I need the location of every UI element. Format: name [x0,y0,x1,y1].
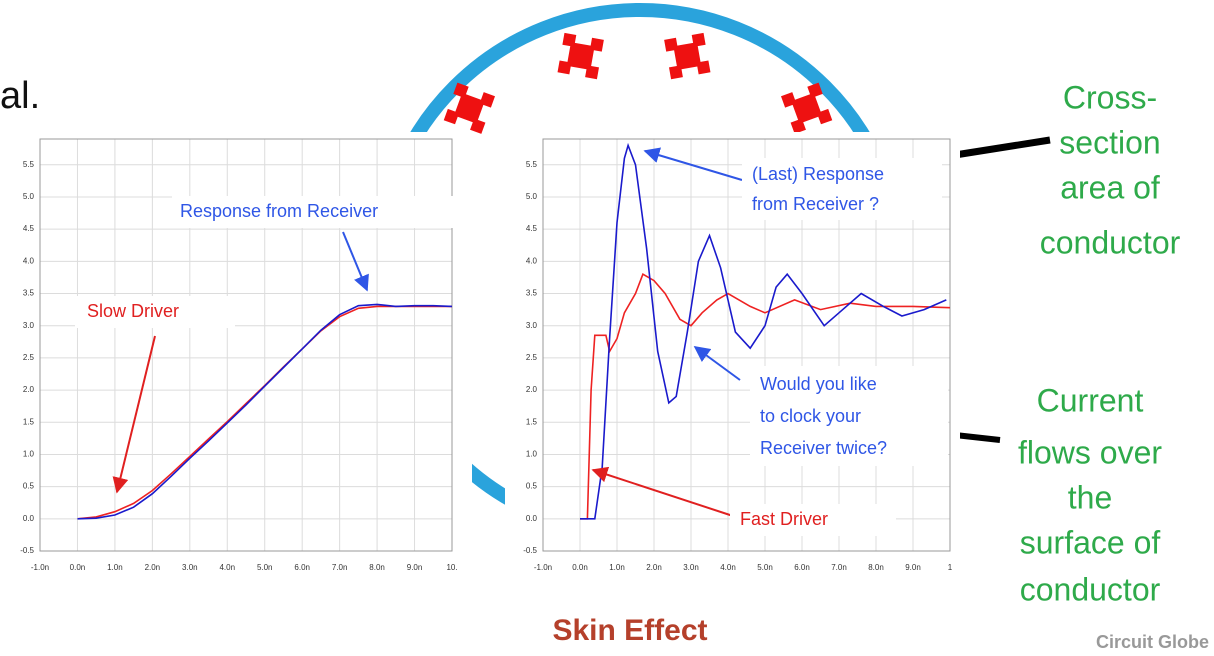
y-tick-label: 0.5 [23,482,35,491]
y-tick-label: 1.5 [526,417,538,426]
x-tick-label: 7.0n [332,563,348,572]
x-tick-label: 10. [446,563,457,572]
y-tick-label: 3.5 [23,289,35,298]
x-tick-label: 5.0n [257,563,273,572]
x-tick-label: 9.0n [407,563,423,572]
x-tick-label: 8.0n [868,563,884,572]
diagram-label: surface of [1020,524,1161,560]
page: al. -1.0n 0.0n 1.0n 2.0n 3.0n 4.0n 5.0n 6.0n 7.0… [0,0,1214,656]
diagram-title: Skin Effect [552,614,707,647]
x-tick-label: 1.0n [107,563,123,572]
pointer-line [955,140,1050,155]
x-tick-label: 7.0n [831,563,847,572]
diagram-label: the [1068,479,1112,515]
y-tick-label: 5.0 [526,192,538,201]
diagram-label: flows over [1018,434,1162,470]
y-tick-label: 1.5 [23,417,35,426]
y-tick-label: 3.0 [526,321,538,330]
credit: Circuit Globe [1096,632,1209,652]
x-tick-label: 1.0n [609,563,625,572]
y-tick-label: -0.5 [523,546,537,555]
heading-fragment: al. [0,75,40,117]
diagram-label: Cross- [1063,79,1157,115]
diagram-label: conductor [1020,571,1161,607]
diagram-label: area of [1060,169,1160,205]
chart: -1.0n 0.0n 1.0n 2.0n 3.0n 4.0n 5.0n 6.0n 7.0n 8.0… [0,132,472,602]
annotation-text: (Last) Response [752,164,884,184]
diagram-label: conductor [1040,224,1181,260]
x-tick-label: 1 [948,563,953,572]
x-tick-label: 0.0n [70,563,86,572]
y-tick-label: 5.0 [23,192,35,201]
x-tick-label: 4.0n [219,563,235,572]
annotation-text: Would you like [760,374,877,394]
annotation-text: Receiver twice? [760,438,887,458]
diagram-label: section [1059,124,1160,160]
x-tick-label: 9.0n [905,563,921,572]
x-tick-label: 8.0n [369,563,385,572]
y-tick-label: 4.0 [23,256,35,265]
y-tick-label: -0.5 [20,546,34,555]
y-tick-label: 2.0 [23,385,35,394]
annotation-text: Response from Receiver [180,201,378,221]
x-tick-label: 2.0n [145,563,161,572]
x-tick-label: -1.0n [534,563,552,572]
y-tick-label: 3.5 [526,289,538,298]
y-tick-label: 2.5 [23,353,35,362]
x-tick-label: 4.0n [720,563,736,572]
y-tick-label: 5.5 [526,160,538,169]
y-tick-label: 2.5 [526,353,538,362]
y-tick-label: 4.0 [526,256,538,265]
x-tick-label: 6.0n [794,563,810,572]
x-tick-label: 0.0n [572,563,588,572]
y-tick-label: 4.5 [23,224,35,233]
chart: -1.0n 0.0n 1.0n 2.0n 3.0n 4.0n 5.0n 6.0n 7.0n 8.0… [505,132,960,602]
x-tick-label: -1.0n [31,563,49,572]
annotation-text: to clock your [760,406,861,426]
y-tick-label: 4.5 [526,224,538,233]
x-tick-label: 5.0n [757,563,773,572]
annotation-text: from Receiver ? [752,194,879,214]
y-tick-label: 2.0 [526,385,538,394]
y-tick-label: 3.0 [23,321,35,330]
diagram-label: Current [1037,382,1144,418]
y-tick-label: 1.0 [526,450,538,459]
pointer-line [955,435,1000,440]
x-tick-label: 6.0n [294,563,310,572]
y-tick-label: 0.0 [23,514,35,523]
y-tick-label: 0.0 [526,514,538,523]
x-tick-label: 2.0n [646,563,662,572]
x-tick-label: 3.0n [683,563,699,572]
y-tick-label: 5.5 [23,160,35,169]
annotation-text: Slow Driver [87,301,179,321]
annotation-text: Fast Driver [740,509,828,529]
x-tick-label: 3.0n [182,563,198,572]
y-tick-label: 1.0 [23,450,35,459]
y-tick-label: 0.5 [526,482,538,491]
